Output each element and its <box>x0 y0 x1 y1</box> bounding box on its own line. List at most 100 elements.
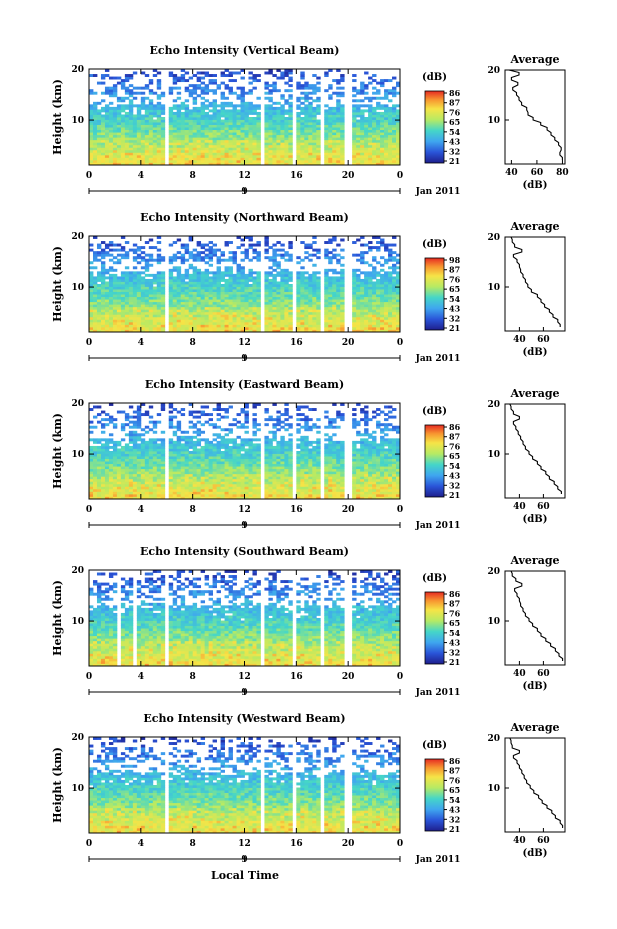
heatmap-cell <box>276 488 281 492</box>
heatmap-cell <box>372 306 377 310</box>
heatmap-cell <box>360 496 365 500</box>
heatmap-cell <box>152 473 158 477</box>
heatmap-cell <box>196 117 202 120</box>
heatmap-cell <box>116 306 122 310</box>
heatmap-cell <box>252 122 257 125</box>
heatmap-cell <box>92 491 98 495</box>
heatmap-cell <box>328 238 333 242</box>
heatmap-cell <box>372 91 377 95</box>
heatmap-cell <box>280 142 285 146</box>
heatmap-cell <box>236 294 241 298</box>
heatmap-cell <box>304 99 309 103</box>
heatmap-cell <box>324 109 329 113</box>
heatmap-cell <box>264 119 269 123</box>
heatmap-cell <box>324 134 329 138</box>
heatmap-cell <box>280 162 285 166</box>
heatmap-cell <box>268 258 273 262</box>
x-tick-label: 0 <box>397 171 403 181</box>
heatmap-cell <box>100 144 106 148</box>
heatmap-cell <box>160 132 166 136</box>
heatmap-cell <box>224 266 229 270</box>
heatmap-cell <box>356 238 361 242</box>
heatmap-cell <box>124 284 130 287</box>
heatmap-cell <box>376 117 381 120</box>
heatmap-cell <box>128 476 134 480</box>
heatmap-cell <box>368 157 373 161</box>
heatmap-cell <box>168 109 174 113</box>
heatmap-cell <box>296 486 301 490</box>
heatmap-cell <box>276 493 281 497</box>
heatmap-cell <box>188 129 194 133</box>
heatmap-cell <box>192 159 198 163</box>
heatmap-cell <box>132 266 138 270</box>
colorbar-tick-label: 98 <box>449 255 461 265</box>
heatmap-cell <box>228 478 233 482</box>
heatmap-cell <box>152 122 158 125</box>
heatmap-cell <box>296 129 301 133</box>
heatmap-cell <box>376 129 381 133</box>
heatmap-cell <box>144 154 150 158</box>
heatmap-cell <box>232 124 237 128</box>
heatmap-cell <box>308 154 313 158</box>
heatmap-cell <box>136 281 142 285</box>
heatmap-cell <box>364 117 369 120</box>
heatmap-cell <box>368 162 373 166</box>
heatmap-cell <box>196 299 202 303</box>
heatmap-cell <box>120 152 126 156</box>
heatmap-cell <box>136 127 142 131</box>
heatmap-cell <box>188 324 194 328</box>
heatmap-cell <box>216 117 221 120</box>
heatmap-cell <box>180 253 186 257</box>
heatmap-cell <box>204 319 210 323</box>
heatmap-cell <box>148 258 154 262</box>
heatmap-cell <box>220 314 225 318</box>
heatmap-cell <box>184 142 190 146</box>
heatmap-cell <box>160 273 166 277</box>
heatmap-cell <box>204 329 210 333</box>
heatmap-cell <box>200 483 206 487</box>
heatmap-cell <box>396 104 401 108</box>
heatmap-cell <box>144 286 150 290</box>
heatmap-cell <box>304 111 309 115</box>
heatmap-cell <box>264 321 269 325</box>
heatmap-cell <box>216 301 221 305</box>
heatmap-cell <box>340 114 345 118</box>
heatmap-cell <box>136 304 142 308</box>
heatmap-cell <box>376 101 381 105</box>
heatmap-cell <box>356 142 361 146</box>
heatmap-cell <box>168 129 174 133</box>
heatmap-cell <box>120 256 126 260</box>
heatmap-cell <box>316 483 321 487</box>
heatmap-cell <box>148 319 154 323</box>
heatmap-cell <box>244 316 249 320</box>
heatmap-cell <box>89 321 94 325</box>
heatmap-cell <box>192 316 198 320</box>
heatmap-cell <box>140 311 146 315</box>
heatmap-cell <box>336 149 341 153</box>
heatmap-cell <box>180 284 186 287</box>
heatmap-cell <box>244 309 249 313</box>
heatmap-cell <box>240 301 245 305</box>
heatmap-cell <box>124 137 130 141</box>
heatmap-cell <box>280 256 285 260</box>
average-y-tick-label: 10 <box>487 116 500 126</box>
average-y-tick-label: 20 <box>487 66 500 76</box>
heatmap-cell <box>120 122 126 125</box>
heatmap-cell <box>376 486 381 490</box>
heatmap-cell <box>112 243 118 247</box>
heatmap-cell <box>316 314 321 318</box>
colorbar-gradient <box>424 90 445 164</box>
heatmap-cell <box>180 286 186 290</box>
colorbar-tick-label: 32 <box>449 146 460 156</box>
heatmap-cell <box>216 142 221 146</box>
heatmap-cell <box>328 152 333 156</box>
heatmap-cell <box>356 289 361 292</box>
heatmap-cell <box>236 276 241 280</box>
heatmap-cell <box>128 299 134 303</box>
heatmap-cell <box>120 473 126 477</box>
heatmap-cell <box>176 137 182 141</box>
heatmap-cell <box>252 321 257 325</box>
heatmap-cell <box>384 137 389 141</box>
heatmap-cell <box>216 261 221 265</box>
heatmap-cell <box>184 486 190 490</box>
